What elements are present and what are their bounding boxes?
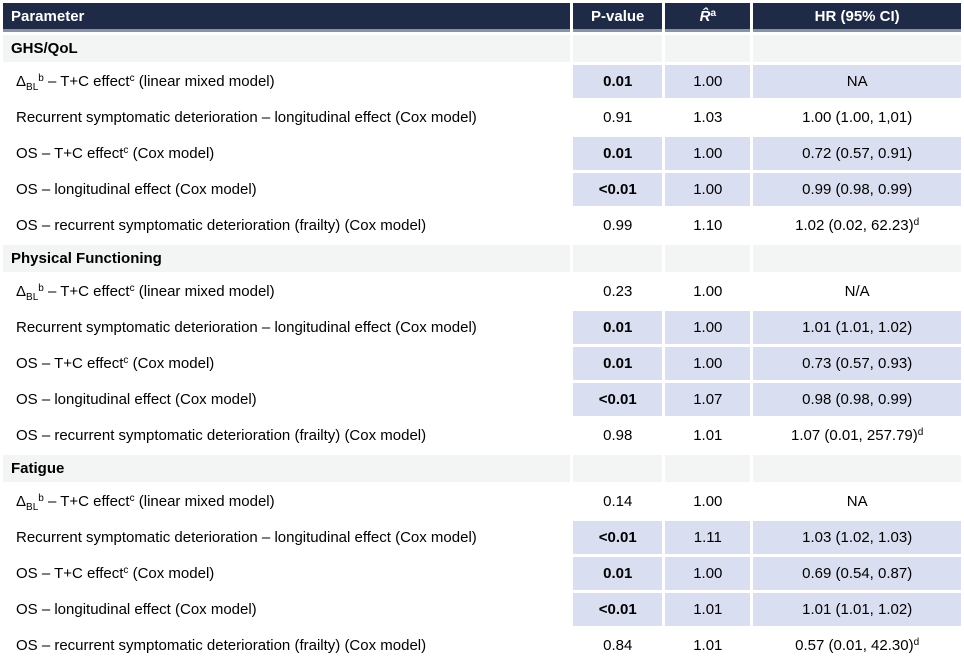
section-title: GHS/QoL [3,35,571,62]
hr-ci-cell: 0.57 (0.01, 42.30)d [753,629,961,662]
hr-ci-cell: 1.01 (1.01, 1.02) [753,593,961,626]
section-header-row: Fatigue [3,455,961,482]
table-header-row: Parameter P-value R̂a HR (95% CI) [3,3,961,32]
section-filler-cell [753,35,961,62]
section-title: Physical Functioning [3,245,571,272]
p-value-cell: 0.98 [573,419,663,452]
r-hat-cell: 1.00 [665,311,751,344]
r-hat-cell: 1.00 [665,485,751,518]
hr-ci-cell: 0.69 (0.54, 0.87) [753,557,961,590]
r-hat-cell: 1.01 [665,629,751,662]
parameter-cell: OS – longitudinal effect (Cox model) [3,173,571,206]
table-row: Recurrent symptomatic deterioration – lo… [3,311,961,344]
table-row: ΔBLb – T+C effectc (linear mixed model) 0… [3,65,961,98]
hr-ci-cell: 1.02 (0.02, 62.23)d [753,209,961,242]
r-hat-cell: 1.00 [665,557,751,590]
section-filler-cell [665,245,751,272]
table-row: Recurrent symptomatic deterioration – lo… [3,521,961,554]
column-header-p-value: P-value [573,3,663,32]
r-hat-cell: 1.07 [665,383,751,416]
r-hat-cell: 1.01 [665,419,751,452]
parameter-cell: ΔBLb – T+C effectc (linear mixed model) [3,485,571,518]
table-row: OS – recurrent symptomatic deterioration… [3,419,961,452]
parameter-cell: OS – recurrent symptomatic deterioration… [3,419,571,452]
r-hat-cell: 1.01 [665,593,751,626]
parameter-cell: ΔBLb – T+C effectc (linear mixed model) [3,275,571,308]
p-value-cell: <0.01 [573,593,663,626]
p-value-cell: 0.91 [573,101,663,134]
r-hat-cell: 1.00 [665,137,751,170]
hr-ci-cell: 1.00 (1.00, 1,01) [753,101,961,134]
hr-ci-cell: 1.07 (0.01, 257.79)d [753,419,961,452]
section-filler-cell [573,455,663,482]
p-value-cell: <0.01 [573,173,663,206]
hr-ci-cell: N/A [753,275,961,308]
section-filler-cell [573,245,663,272]
r-hat-cell: 1.00 [665,275,751,308]
table-row: OS – T+C effectc (Cox model) 0.01 1.00 0.69… [3,557,961,590]
p-value-cell: 0.99 [573,209,663,242]
r-hat-cell: 1.10 [665,209,751,242]
parameter-cell: Recurrent symptomatic deterioration – lo… [3,101,571,134]
parameter-cell: ΔBLb – T+C effectc (linear mixed model) [3,65,571,98]
parameter-cell: OS – T+C effectc (Cox model) [3,557,571,590]
section-filler-cell [665,455,751,482]
hr-ci-cell: 0.72 (0.57, 0.91) [753,137,961,170]
parameter-cell: OS – T+C effectc (Cox model) [3,347,571,380]
table-body: GHS/QoL ΔBLb – T+C effectc (linear mixed … [3,35,961,662]
table-row: OS – longitudinal effect (Cox model) <0.0… [3,173,961,206]
section-filler-cell [753,455,961,482]
parameter-cell: OS – recurrent symptomatic deterioration… [3,629,571,662]
table-row: OS – longitudinal effect (Cox model) <0.0… [3,383,961,416]
section-filler-cell [753,245,961,272]
parameter-cell: OS – T+C effectc (Cox model) [3,137,571,170]
table-row: OS – T+C effectc (Cox model) 0.01 1.00 0.73… [3,347,961,380]
table-row: OS – longitudinal effect (Cox model) <0.0… [3,593,961,626]
p-value-cell: 0.01 [573,347,663,380]
section-filler-cell [665,35,751,62]
p-value-cell: 0.14 [573,485,663,518]
section-title: Fatigue [3,455,571,482]
p-value-cell: 0.01 [573,65,663,98]
r-hat-cell: 1.03 [665,101,751,134]
r-hat-cell: 1.00 [665,173,751,206]
table-row: ΔBLb – T+C effectc (linear mixed model) 0… [3,275,961,308]
table-row: ΔBLb – T+C effectc (linear mixed model) 0… [3,485,961,518]
hr-ci-cell: NA [753,65,961,98]
hr-ci-cell: 0.73 (0.57, 0.93) [753,347,961,380]
hr-ci-cell: 1.03 (1.02, 1.03) [753,521,961,554]
section-header-row: GHS/QoL [3,35,961,62]
parameter-cell: OS – longitudinal effect (Cox model) [3,593,571,626]
p-value-cell: 0.01 [573,557,663,590]
column-header-hr-ci: HR (95% CI) [753,3,961,32]
parameter-cell: OS – recurrent symptomatic deterioration… [3,209,571,242]
table-row: OS – recurrent symptomatic deterioration… [3,629,961,662]
parameter-cell: Recurrent symptomatic deterioration – lo… [3,311,571,344]
p-value-cell: 0.23 [573,275,663,308]
column-header-r-hat: R̂a [665,3,751,32]
table-row: Recurrent symptomatic deterioration – lo… [3,101,961,134]
section-filler-cell [573,35,663,62]
r-hat-cell: 1.00 [665,65,751,98]
p-value-cell: 0.01 [573,137,663,170]
column-header-parameter: Parameter [3,3,571,32]
parameter-cell: Recurrent symptomatic deterioration – lo… [3,521,571,554]
table-row: OS – recurrent symptomatic deterioration… [3,209,961,242]
p-value-cell: <0.01 [573,383,663,416]
hr-ci-cell: 1.01 (1.01, 1.02) [753,311,961,344]
parameter-cell: OS – longitudinal effect (Cox model) [3,383,571,416]
p-value-cell: 0.84 [573,629,663,662]
section-header-row: Physical Functioning [3,245,961,272]
r-hat-cell: 1.00 [665,347,751,380]
p-value-cell: 0.01 [573,311,663,344]
hr-ci-cell: 0.99 (0.98, 0.99) [753,173,961,206]
hr-ci-cell: 0.98 (0.98, 0.99) [753,383,961,416]
table-row: OS – T+C effectc (Cox model) 0.01 1.00 0.72… [3,137,961,170]
p-value-cell: <0.01 [573,521,663,554]
hr-ci-cell: NA [753,485,961,518]
r-hat-cell: 1.11 [665,521,751,554]
